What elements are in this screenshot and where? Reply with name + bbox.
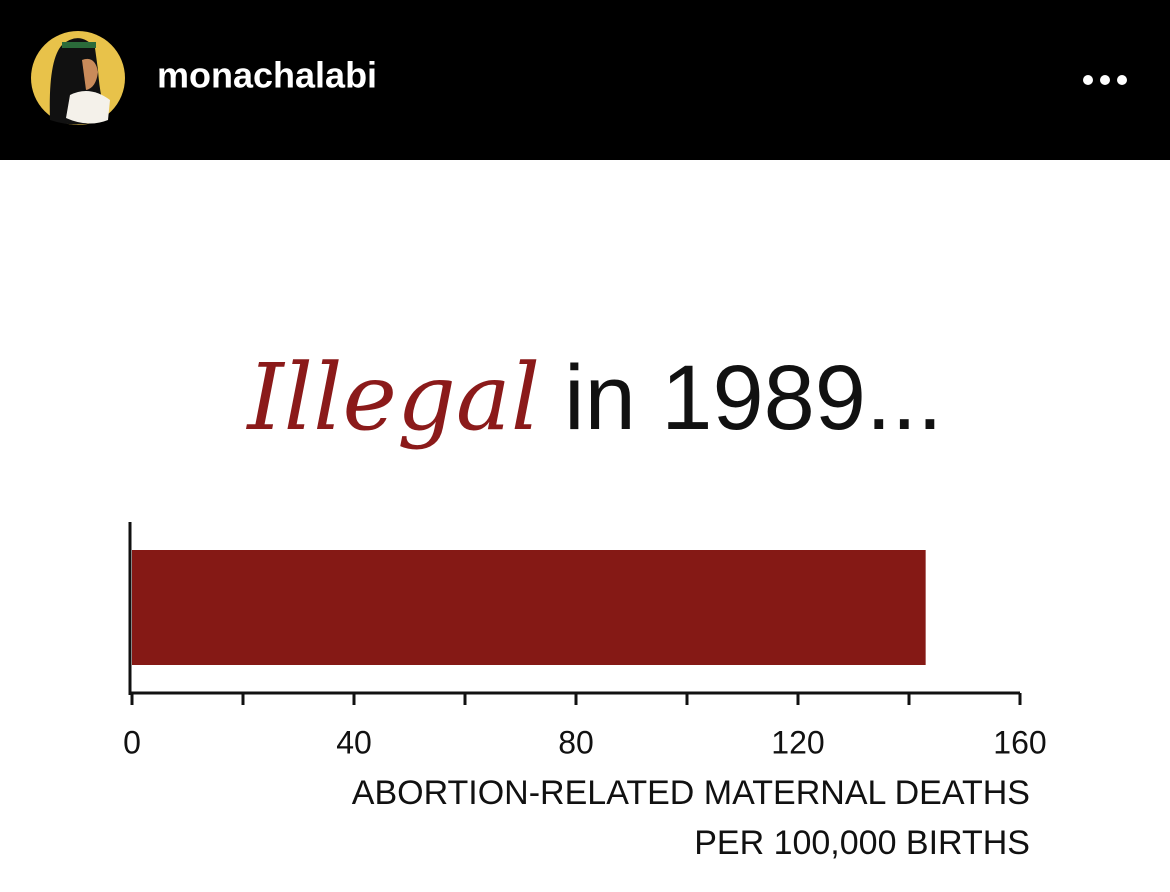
x-tick-label: 160	[993, 724, 1046, 760]
more-options[interactable]	[1083, 75, 1127, 85]
x-tick-label: 80	[558, 724, 594, 760]
x-tick-label: 0	[123, 724, 141, 760]
x-axis-label: PER 100,000 BIRTHS	[694, 824, 1030, 862]
title-part: Illegal	[245, 344, 540, 451]
x-axis-label: ABORTION-RELATED MATERNAL DEATHS	[352, 774, 1030, 812]
x-tick-label: 40	[336, 724, 372, 760]
avatar[interactable]	[31, 31, 125, 125]
post-header	[0, 0, 1170, 160]
x-tick-label: 120	[771, 724, 824, 760]
title-part: in 1989...	[564, 347, 943, 449]
chart-title: Illegal in 1989...	[245, 344, 942, 451]
username[interactable]: monachalabi	[157, 55, 377, 96]
bar	[132, 550, 926, 665]
